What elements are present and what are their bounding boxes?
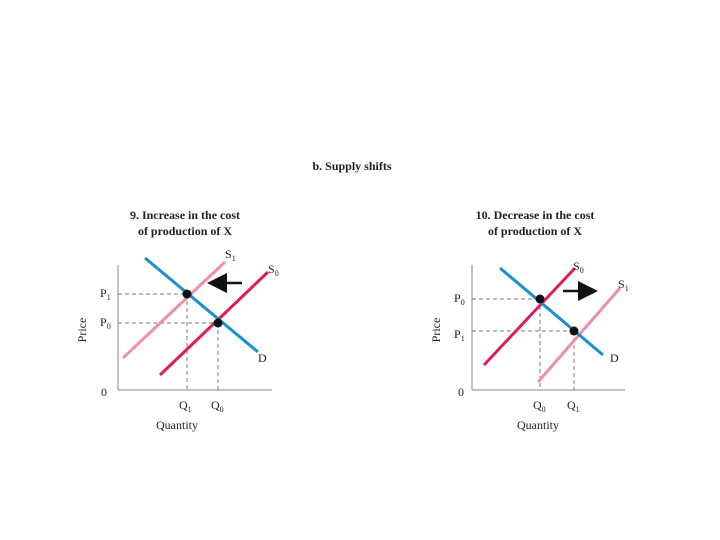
price-label: P1 (100, 286, 111, 302)
label-main: P (454, 327, 461, 341)
label-main: P (100, 315, 107, 329)
label-sub: 0 (580, 266, 584, 275)
price-label: P1 (454, 327, 465, 343)
label-main: S (618, 277, 625, 291)
label-sub: 1 (107, 293, 111, 302)
panel-title: of production of X (138, 224, 232, 238)
label-main: P (454, 291, 461, 305)
panel-right: 10. Decrease in the cost of production o… (429, 208, 629, 432)
label-main: Q (533, 398, 542, 412)
label-sub: 0 (220, 405, 224, 414)
label-sub: 1 (461, 334, 465, 343)
label-main: P (100, 286, 107, 300)
label-sub: 1 (232, 254, 236, 263)
label-sub: 1 (188, 405, 192, 414)
x-axis-label: Quantity (156, 418, 198, 432)
label-main: Q (179, 398, 188, 412)
label-main: S (225, 247, 232, 261)
quantity-label: Q1 (567, 398, 580, 414)
label-sub: 1 (576, 405, 580, 414)
panel-title: 9. Increase in the cost (130, 208, 240, 222)
demand-curve (499, 266, 604, 357)
panel-title: of production of X (488, 224, 582, 238)
equilibrium (182, 289, 192, 299)
label-main: Q (567, 398, 576, 412)
y-axis-label: Price (429, 318, 443, 343)
curve-label: S1 (225, 247, 236, 263)
quantity-label: Q1 (179, 398, 192, 414)
x-axis-label: Quantity (517, 418, 559, 432)
label-sub: 0 (275, 269, 279, 278)
y-axis-label: Price (75, 318, 89, 343)
curve-label: S0 (573, 259, 584, 275)
label-sub: 0 (107, 322, 111, 331)
origin: 0 (101, 385, 107, 399)
demand-curve (144, 256, 259, 354)
label-sub: 0 (461, 298, 465, 307)
equilibrium (569, 326, 579, 336)
panel-title: 10. Decrease in the cost (476, 208, 595, 222)
equilibrium (535, 294, 545, 304)
curve-label: S0 (268, 262, 279, 278)
label-main: S (573, 259, 580, 273)
supply-curve (482, 266, 577, 367)
price-label: P0 (100, 315, 111, 331)
curve-label: D (258, 351, 267, 365)
equilibrium (213, 318, 223, 328)
label-main: S (268, 262, 275, 276)
quantity-label: Q0 (211, 398, 224, 414)
label-sub: 1 (625, 284, 629, 293)
label-sub: 0 (542, 405, 546, 414)
curve-label: D (610, 351, 619, 365)
origin: 0 (458, 385, 464, 399)
price-label: P0 (454, 291, 465, 307)
label-main: Q (211, 398, 220, 412)
main-title: b. Supply shifts (312, 159, 391, 173)
curve-label: S1 (618, 277, 629, 293)
quantity-label: Q0 (533, 398, 546, 414)
panel-left: 9. Increase in the cost of production of… (75, 208, 279, 432)
